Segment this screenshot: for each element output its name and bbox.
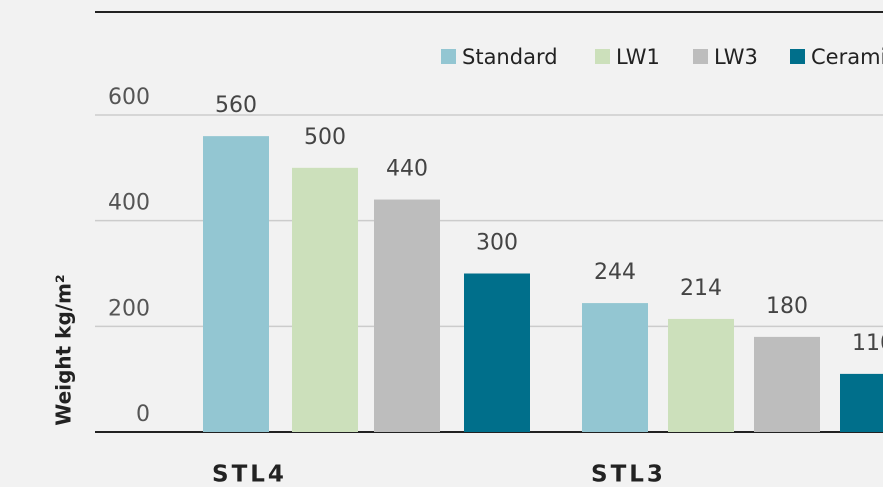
value-label: 560: [215, 93, 257, 118]
bar: [464, 273, 530, 432]
value-label: 110: [852, 331, 883, 356]
bar: [203, 136, 269, 432]
legend-swatch: [790, 49, 805, 64]
legend-label: Standard: [462, 45, 558, 69]
legend-label: LW3: [714, 45, 758, 69]
bar: [754, 336, 820, 432]
legend-swatch: [595, 49, 610, 64]
value-label: 300: [476, 231, 518, 256]
x-tick-label: STL4: [212, 462, 287, 487]
value-label: 244: [594, 260, 636, 285]
bar: [292, 167, 358, 433]
y-tick-label: 0: [136, 402, 150, 427]
y-tick-label: 400: [108, 191, 150, 216]
value-label: 214: [680, 276, 722, 301]
legend-label: Ceramic: [811, 45, 883, 69]
value-label: 440: [386, 157, 428, 182]
legend-swatch: [441, 49, 456, 64]
bar: [668, 318, 734, 432]
value-label: 500: [304, 125, 346, 150]
bar: [582, 303, 648, 432]
x-tick-label: STL3: [591, 462, 666, 487]
y-axis-label: Weight kg/m²: [52, 274, 76, 425]
bar: [840, 373, 883, 432]
bar: [374, 199, 440, 432]
legend-swatch: [693, 49, 708, 64]
y-tick-label: 200: [108, 296, 150, 321]
value-label: 180: [766, 294, 808, 319]
legend-label: LW1: [616, 45, 660, 69]
y-tick-label: 600: [108, 85, 150, 110]
